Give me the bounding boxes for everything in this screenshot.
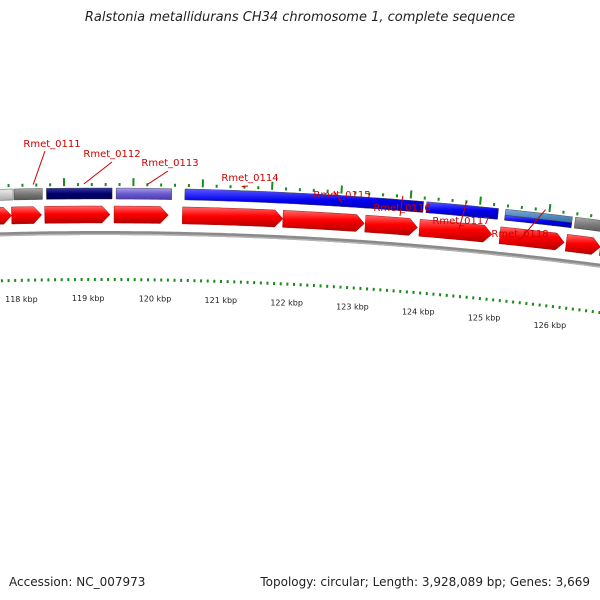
gene-label-rmet-0114[interactable]: Rmet_0114: [221, 173, 278, 184]
cds-arrow: [418, 219, 493, 243]
kbp-label: 123 kbp: [336, 302, 369, 311]
tick-mark: [409, 190, 413, 199]
gene-label-rmet-0116[interactable]: Rmet_0116: [373, 203, 430, 214]
sequence-backbone: [0, 231, 600, 268]
cds-arrow: [113, 205, 169, 224]
kbp-label: 125 kbp: [468, 314, 501, 323]
kbp-label: 122 kbp: [270, 299, 303, 308]
cds-arrow: [498, 226, 565, 251]
gene-label-rmet-0117[interactable]: Rmet_0117: [432, 216, 489, 227]
feature-light: [0, 188, 14, 201]
callout-line: [83, 161, 113, 185]
gene-label-rmet-0112[interactable]: Rmet_0112: [83, 149, 140, 160]
kbp-label: 118 kbp: [5, 295, 38, 304]
callout-line: [458, 201, 468, 230]
cds-arrow: [364, 214, 418, 236]
topology-summary: Topology: circular; Length: 3,928,089 bp…: [260, 575, 590, 589]
feature-rmet-0117: [425, 201, 499, 220]
tick-mark: [548, 203, 552, 213]
gene-label-rmet-0113[interactable]: Rmet_0113: [141, 158, 198, 169]
cds-arrow: [44, 205, 111, 224]
cds-track: [0, 205, 600, 256]
kbp-label: 120 kbp: [139, 294, 172, 303]
cds-arrow: [11, 206, 42, 225]
gene-label-rmet-0115[interactable]: Rmet_0115: [313, 190, 370, 201]
feature-gray: [13, 188, 43, 201]
callout-line: [517, 209, 546, 243]
feature-rmet-0113: [115, 187, 173, 200]
callout-line: [399, 195, 404, 217]
callout-line: [147, 170, 169, 185]
cds-arrow: [181, 206, 284, 228]
kbp-scale-labels: 118 kbp 119 kbp 120 kbp 121 kbp 122 kbp 123 k…: [5, 294, 566, 330]
kbp-label: 124 kbp: [402, 307, 435, 316]
gene-label-rmet-0118[interactable]: Rmet_0118: [491, 229, 548, 240]
callout-line: [333, 190, 343, 204]
outer-tick-marks: [7, 178, 593, 218]
map-title: Ralstonia metallidurans CH34 chromosome …: [84, 10, 516, 25]
cds-arrow: [0, 206, 12, 225]
cds-arrow: [282, 210, 365, 232]
accession-text: Accession: NC_007973: [9, 575, 146, 589]
feature-track: [0, 187, 600, 232]
feature-rmet-0118: [504, 214, 572, 228]
callout-line: [241, 185, 249, 188]
feature-rmet-0114: [184, 188, 424, 213]
kbp-label: 126 kbp: [534, 321, 567, 330]
feature-gray-right: [573, 216, 600, 232]
kbp-label: 119 kbp: [72, 294, 105, 303]
tick-mark: [479, 196, 482, 205]
feature-rmet-0112: [46, 187, 113, 200]
inner-tick-marks: [0, 277, 600, 315]
gene-label-rmet-0111[interactable]: Rmet_0111: [23, 139, 80, 150]
callout-line: [32, 150, 46, 185]
kbp-label: 121 kbp: [205, 296, 238, 305]
cds-arrow: [564, 234, 600, 255]
